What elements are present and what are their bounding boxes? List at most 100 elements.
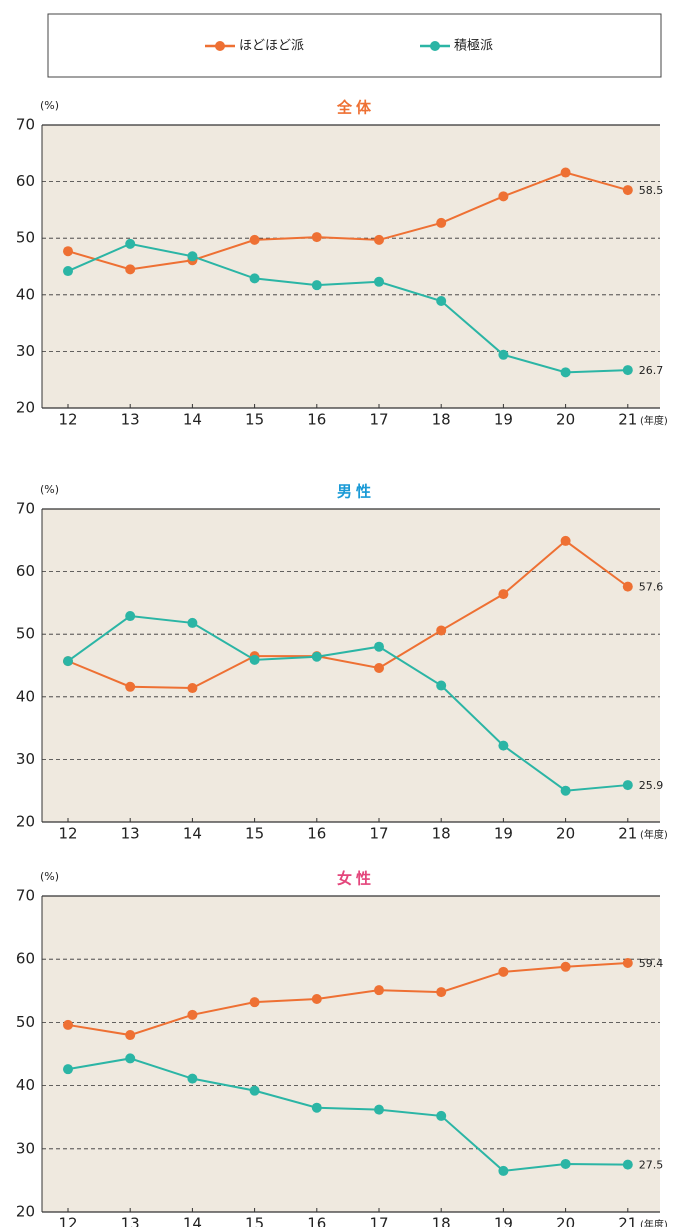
data-point bbox=[187, 617, 198, 628]
data-point bbox=[436, 680, 447, 691]
data-point bbox=[249, 273, 260, 284]
data-point bbox=[498, 349, 509, 360]
data-label: 27.5 bbox=[639, 1159, 664, 1172]
data-point bbox=[560, 785, 571, 796]
data-point bbox=[560, 961, 571, 972]
data-point bbox=[249, 234, 260, 245]
y-axis-unit: (%) bbox=[40, 99, 59, 112]
y-tick-label: 20 bbox=[16, 399, 35, 417]
data-point bbox=[249, 654, 260, 665]
x-tick-label: 18 bbox=[432, 411, 451, 429]
data-point bbox=[436, 217, 447, 228]
x-tick-label: 18 bbox=[432, 825, 451, 843]
series-line bbox=[67, 961, 628, 1037]
x-tick-label: 19 bbox=[494, 1215, 513, 1228]
x-tick-label: 21 bbox=[618, 825, 637, 843]
series-line bbox=[67, 1057, 628, 1172]
y-tick-label: 30 bbox=[16, 750, 35, 768]
data-point bbox=[374, 641, 384, 652]
data-point bbox=[498, 740, 509, 751]
y-tick-label: 60 bbox=[16, 950, 35, 968]
data-label: 59.4 bbox=[639, 957, 664, 970]
y-tick-label: 20 bbox=[16, 813, 35, 831]
y-tick-label: 30 bbox=[16, 342, 35, 360]
data-label: 25.9 bbox=[639, 779, 664, 792]
data-label: 57.6 bbox=[639, 581, 664, 594]
data-point bbox=[560, 1158, 571, 1169]
data-point bbox=[622, 1159, 633, 1170]
x-tick-label: 21 bbox=[618, 411, 637, 429]
x-tick-label: 18 bbox=[432, 1215, 451, 1228]
data-point bbox=[374, 985, 384, 996]
data-point bbox=[125, 681, 136, 692]
data-point bbox=[622, 365, 633, 376]
plot-area bbox=[42, 509, 660, 822]
data-point bbox=[374, 663, 384, 674]
legend-label: 積極派 bbox=[454, 38, 493, 54]
x-tick-label: 12 bbox=[58, 411, 77, 429]
data-point bbox=[63, 1064, 73, 1075]
data-point bbox=[187, 1073, 198, 1084]
data-point bbox=[436, 625, 447, 636]
data-point bbox=[125, 611, 136, 622]
legend-label: ほどほど派 bbox=[239, 39, 304, 54]
x-tick-label: 17 bbox=[369, 825, 388, 843]
x-tick-label: 15 bbox=[245, 825, 264, 843]
data-point bbox=[622, 185, 633, 196]
data-point bbox=[622, 780, 633, 791]
y-tick-label: 40 bbox=[16, 1076, 35, 1094]
x-axis-unit: (年度) bbox=[640, 1218, 668, 1227]
x-tick-label: 12 bbox=[58, 1215, 77, 1228]
data-point bbox=[311, 232, 322, 243]
y-tick-label: 70 bbox=[16, 887, 35, 905]
data-point bbox=[560, 535, 571, 546]
data-point bbox=[125, 264, 136, 275]
x-tick-label: 16 bbox=[307, 1215, 326, 1228]
data-point bbox=[374, 1104, 384, 1115]
data-point bbox=[187, 251, 198, 262]
x-tick-label: 15 bbox=[245, 411, 264, 429]
y-tick-label: 40 bbox=[16, 285, 35, 303]
legend-box bbox=[47, 13, 662, 78]
data-point bbox=[560, 367, 571, 378]
data-point bbox=[374, 276, 384, 287]
y-tick-label: 70 bbox=[16, 116, 35, 134]
plot-area bbox=[42, 896, 660, 1212]
x-tick-label: 14 bbox=[183, 411, 202, 429]
data-point bbox=[125, 1030, 136, 1041]
data-point bbox=[374, 234, 384, 245]
y-tick-label: 30 bbox=[16, 1139, 35, 1157]
data-point bbox=[187, 1009, 198, 1020]
data-point bbox=[498, 589, 509, 600]
series-line bbox=[67, 242, 628, 374]
y-tick-label: 60 bbox=[16, 562, 35, 580]
x-tick-label: 13 bbox=[121, 411, 140, 429]
data-point bbox=[249, 1085, 260, 1096]
x-tick-label: 17 bbox=[369, 1215, 388, 1228]
x-tick-label: 13 bbox=[121, 1215, 140, 1228]
data-point bbox=[63, 246, 73, 257]
chart-title: 全体 bbox=[336, 99, 375, 117]
x-tick-label: 15 bbox=[245, 1215, 264, 1228]
x-tick-label: 14 bbox=[183, 825, 202, 843]
x-tick-label: 17 bbox=[369, 411, 388, 429]
plot-area bbox=[42, 125, 660, 408]
data-point bbox=[311, 1102, 322, 1113]
data-label: 26.7 bbox=[639, 364, 664, 377]
x-tick-label: 20 bbox=[556, 411, 575, 429]
data-point bbox=[311, 280, 322, 291]
data-point bbox=[63, 656, 73, 667]
x-tick-label: 16 bbox=[307, 825, 326, 843]
data-point bbox=[436, 987, 447, 998]
data-point bbox=[63, 266, 73, 277]
data-point bbox=[311, 651, 322, 662]
x-tick-label: 20 bbox=[556, 1215, 575, 1228]
x-tick-label: 19 bbox=[494, 411, 513, 429]
data-point bbox=[125, 238, 136, 249]
data-point bbox=[498, 191, 509, 202]
x-tick-label: 16 bbox=[307, 411, 326, 429]
x-tick-label: 19 bbox=[494, 825, 513, 843]
series-line bbox=[67, 615, 628, 792]
chart-title: 男性 bbox=[337, 483, 375, 501]
